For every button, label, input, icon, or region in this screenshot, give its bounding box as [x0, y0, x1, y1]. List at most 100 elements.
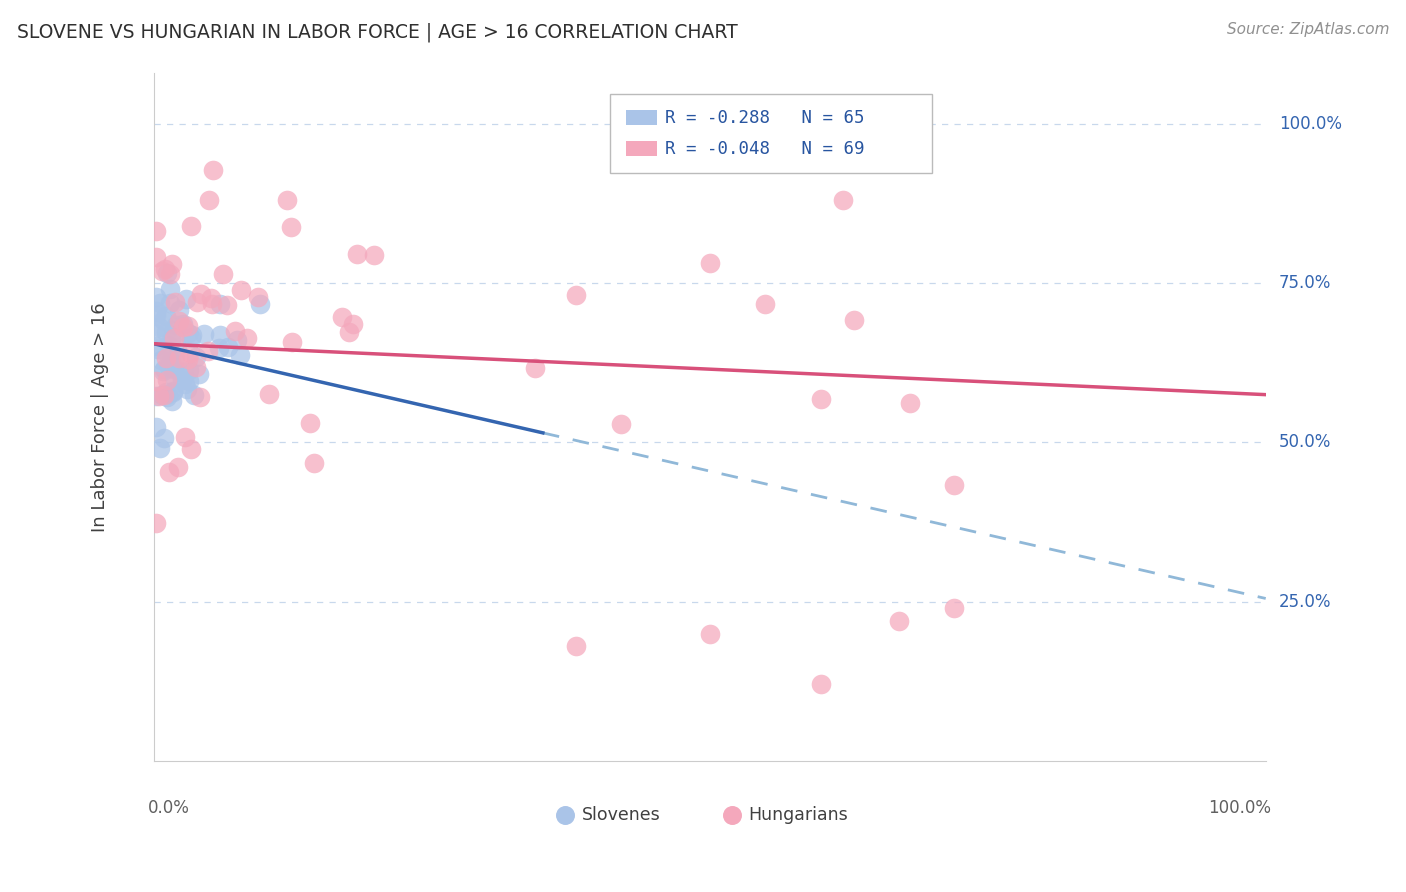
Point	[177, 326, 200, 341]
Point	[166, 340, 188, 354]
Point	[346, 247, 368, 261]
Text: Source: ZipAtlas.com: Source: ZipAtlas.com	[1226, 22, 1389, 37]
Point	[160, 257, 183, 271]
Text: R = -0.048   N = 69: R = -0.048 N = 69	[665, 140, 865, 158]
Point	[156, 373, 179, 387]
Point	[943, 601, 966, 615]
Point	[160, 393, 183, 408]
Point	[187, 367, 209, 381]
Point	[157, 339, 180, 353]
Point	[157, 386, 180, 401]
Point	[146, 342, 169, 356]
Point	[188, 390, 211, 404]
Point	[165, 351, 187, 366]
Point	[145, 339, 167, 353]
Point	[152, 264, 174, 278]
Point	[163, 323, 186, 337]
Point	[148, 389, 170, 403]
Text: 50.0%: 50.0%	[1279, 434, 1331, 451]
Point	[145, 304, 167, 318]
Point	[224, 324, 246, 338]
Point	[167, 302, 190, 317]
Point	[212, 267, 235, 281]
Text: In Labor Force | Age > 16: In Labor Force | Age > 16	[91, 302, 110, 532]
Point	[167, 314, 190, 328]
Point	[177, 352, 200, 367]
Point	[844, 312, 866, 326]
Point	[609, 417, 631, 431]
Text: SLOVENE VS HUNGARIAN IN LABOR FORCE | AGE > 16 CORRELATION CHART: SLOVENE VS HUNGARIAN IN LABOR FORCE | AG…	[17, 22, 738, 42]
Point	[887, 614, 910, 628]
Text: 100.0%: 100.0%	[1208, 798, 1271, 817]
Point	[186, 294, 208, 309]
Point	[165, 318, 187, 332]
Point	[342, 317, 364, 331]
Point	[167, 351, 190, 366]
Point	[249, 297, 271, 311]
Point	[174, 376, 197, 391]
Point	[149, 441, 172, 455]
Point	[177, 362, 200, 376]
Point	[155, 309, 177, 323]
Text: 75.0%: 75.0%	[1279, 274, 1331, 293]
Point	[145, 389, 167, 403]
Point	[159, 355, 181, 369]
Point	[145, 516, 167, 530]
Point	[197, 344, 219, 359]
Point	[159, 354, 181, 368]
Point	[145, 374, 167, 388]
Point	[200, 296, 222, 310]
Point	[172, 317, 194, 331]
Point	[246, 290, 269, 304]
Point	[193, 326, 215, 341]
Point	[209, 297, 232, 311]
Point	[183, 388, 205, 402]
Point	[302, 456, 325, 470]
Point	[565, 639, 588, 653]
Point	[174, 292, 197, 306]
Point	[163, 331, 186, 345]
Point	[721, 804, 744, 818]
Point	[152, 364, 174, 378]
Point	[176, 382, 198, 396]
Point	[145, 250, 167, 264]
Point	[160, 333, 183, 347]
Point	[180, 331, 202, 345]
Point	[150, 388, 173, 402]
Point	[180, 442, 202, 457]
Point	[699, 626, 721, 640]
Point	[524, 361, 547, 376]
Point	[209, 328, 232, 343]
Text: 100.0%: 100.0%	[1279, 115, 1343, 133]
Point	[167, 460, 190, 475]
Point	[174, 430, 197, 444]
Text: 25.0%: 25.0%	[1279, 592, 1331, 611]
Text: Hungarians: Hungarians	[748, 805, 848, 823]
Point	[145, 290, 167, 304]
Point	[190, 287, 212, 301]
Point	[226, 333, 249, 347]
Point	[159, 282, 181, 296]
Point	[155, 325, 177, 339]
Point	[156, 390, 179, 404]
Point	[162, 360, 184, 375]
Point	[155, 351, 177, 365]
Point	[810, 392, 832, 406]
Point	[159, 296, 181, 310]
Point	[198, 194, 221, 208]
Point	[943, 478, 966, 492]
Point	[157, 465, 180, 479]
Point	[170, 373, 193, 387]
Text: Slovenes: Slovenes	[582, 805, 661, 823]
Point	[149, 352, 172, 367]
Point	[337, 325, 360, 339]
Point	[153, 262, 176, 277]
Point	[276, 194, 298, 208]
Text: 0.0%: 0.0%	[148, 798, 190, 817]
Point	[208, 341, 231, 355]
Point	[281, 335, 304, 350]
Point	[229, 283, 252, 297]
Point	[172, 319, 194, 334]
Point	[163, 361, 186, 376]
Point	[202, 162, 225, 177]
